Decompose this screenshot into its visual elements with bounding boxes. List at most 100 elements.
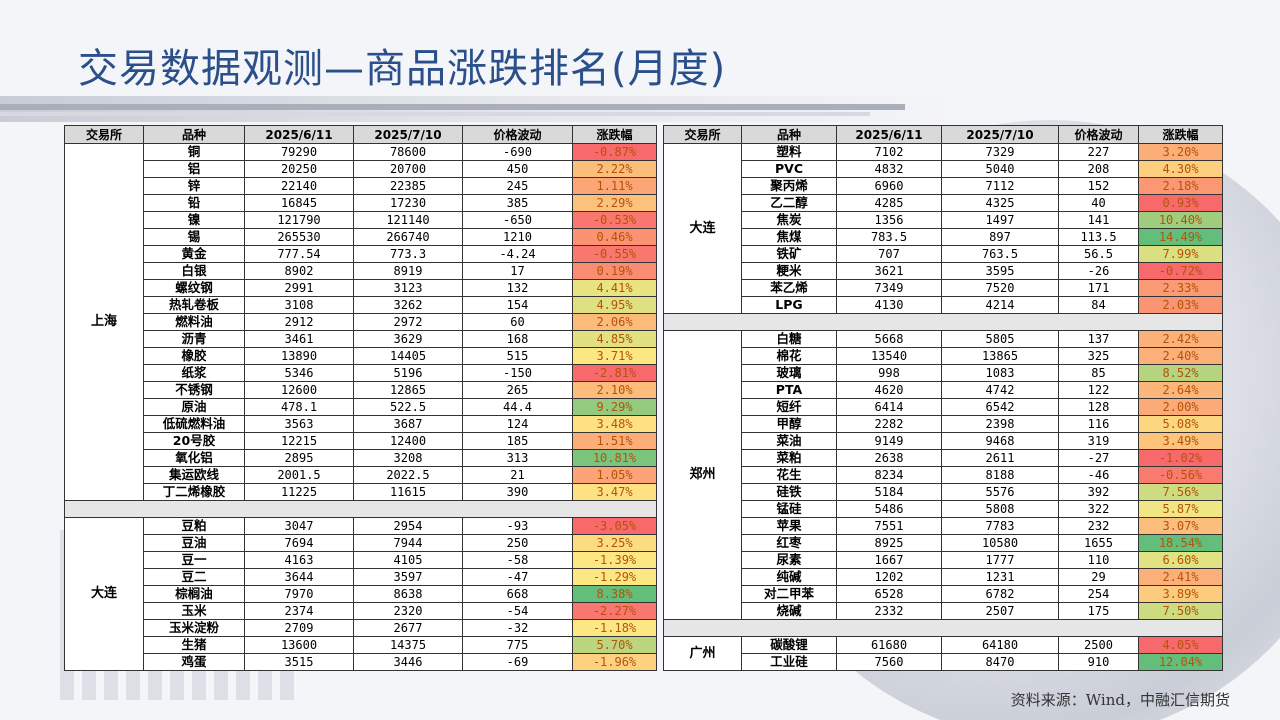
price-end-cell: 4105 (353, 551, 463, 569)
price-end-cell: 1231 (941, 568, 1059, 586)
price-change-cell: 2500 (1058, 636, 1139, 654)
price-start-cell: 22140 (244, 177, 354, 195)
commodity-cell: 丁二烯橡胶 (143, 483, 245, 501)
price-end-cell: 1497 (941, 211, 1059, 229)
separator-cell (663, 313, 1223, 331)
pct-change-cell: 0.93% (1138, 194, 1223, 212)
price-start-cell: 2991 (244, 279, 354, 297)
table-row: 烧碱 2332 2507 175 7.50% (664, 602, 1223, 620)
exchange-cell: 郑州 (663, 330, 742, 620)
table-row: PVC 4832 5040 208 4.30% (664, 160, 1223, 178)
commodity-cell: 热轧卷板 (143, 296, 245, 314)
price-start-cell: 7560 (836, 653, 942, 671)
pct-change-cell: 3.89% (1138, 585, 1223, 603)
price-change-cell: 56.5 (1058, 245, 1139, 263)
price-change-cell: 171 (1058, 279, 1139, 297)
pct-change-cell: -2.81% (572, 364, 657, 382)
pct-change-cell: 6.60% (1138, 551, 1223, 569)
price-end-cell: 121140 (353, 211, 463, 229)
price-start-cell: 5346 (244, 364, 354, 382)
price-change-cell: 265 (462, 381, 573, 399)
price-start-cell: 1667 (836, 551, 942, 569)
price-start-cell: 9149 (836, 432, 942, 450)
table-row: 纸浆 5346 5196 -150 -2.81% (65, 364, 657, 382)
price-start-cell: 4130 (836, 296, 942, 314)
price-end-cell: 13865 (941, 347, 1059, 365)
pct-change-cell: 1.51% (572, 432, 657, 450)
table-row: 锌 22140 22385 245 1.11% (65, 177, 657, 195)
commodity-cell: 棉花 (741, 347, 837, 365)
pct-change-cell: -0.87% (572, 143, 657, 161)
price-start-cell: 2374 (244, 602, 354, 620)
price-change-cell: 40 (1058, 194, 1139, 212)
price-end-cell: 20700 (353, 160, 463, 178)
price-start-cell: 13540 (836, 347, 942, 365)
pct-change-cell: 3.49% (1138, 432, 1223, 450)
table-row: 黄金 777.54 773.3 -4.24 -0.55% (65, 245, 657, 263)
left-table-body: 上海铜 79290 78600 -690 -0.87% 铝 20250 20700 450 2.2… (64, 143, 657, 671)
commodity-cell: 白糖 (741, 330, 837, 348)
price-end-cell: 3597 (353, 568, 463, 586)
pct-change-cell: -0.55% (572, 245, 657, 263)
table-row: 镍 121790 121140 -650 -0.53% (65, 211, 657, 229)
commodity-cell: 铁矿 (741, 245, 837, 263)
pct-change-cell: -1.18% (572, 619, 657, 637)
commodity-cell: 不锈钢 (143, 381, 245, 399)
price-change-cell: 110 (1058, 551, 1139, 569)
price-start-cell: 11225 (244, 483, 354, 501)
price-change-cell: 154 (462, 296, 573, 314)
table-row: 上海铜 79290 78600 -690 -0.87% (64, 143, 657, 501)
pct-change-cell: -0.53% (572, 211, 657, 229)
commodity-cell: 棕榈油 (143, 585, 245, 603)
table-row: 工业硅 7560 8470 910 12.04% (664, 653, 1223, 671)
price-end-cell: 2320 (353, 602, 463, 620)
commodity-cell: 菜粕 (741, 449, 837, 467)
column-header: 2025/6/11 (836, 125, 942, 144)
price-change-cell: -58 (462, 551, 573, 569)
commodity-cell: 甲醇 (741, 415, 837, 433)
price-start-cell: 61680 (836, 636, 942, 654)
table-row: 白银 8902 8919 17 0.19% (65, 262, 657, 280)
table-row: 硅铁 5184 5576 392 7.56% (664, 483, 1223, 501)
column-header: 2025/6/11 (244, 125, 354, 144)
price-change-cell: 910 (1058, 653, 1139, 671)
table-row: 菜粕 2638 2611 -27 -1.02% (664, 449, 1223, 467)
table-row: 红枣 8925 10580 1655 18.54% (664, 534, 1223, 552)
pct-change-cell: 3.71% (572, 347, 657, 365)
commodity-cell: 豆一 (143, 551, 245, 569)
price-end-cell: 64180 (941, 636, 1059, 654)
price-change-cell: 44.4 (462, 398, 573, 416)
price-start-cell: 7349 (836, 279, 942, 297)
table-row: 热轧卷板 3108 3262 154 4.95% (65, 296, 657, 314)
pct-change-cell: 3.07% (1138, 517, 1223, 535)
commodity-cell: 尿素 (741, 551, 837, 569)
price-change-cell: -26 (1058, 262, 1139, 280)
price-end-cell: 14375 (353, 636, 463, 654)
commodity-cell: 豆粕 (143, 517, 245, 535)
price-end-cell: 266740 (353, 228, 463, 246)
commodity-cell: PTA (741, 381, 837, 399)
price-end-cell: 1083 (941, 364, 1059, 382)
pct-change-cell: -1.96% (572, 653, 657, 671)
left-table-header: 交易所 品种 2025/6/11 2025/7/10 价格波动 涨跌幅 (64, 125, 657, 144)
commodity-cell: 黄金 (143, 245, 245, 263)
price-end-cell: 773.3 (353, 245, 463, 263)
price-start-cell: 12215 (244, 432, 354, 450)
price-end-cell: 7329 (941, 143, 1059, 161)
table-row: 锰硅 5486 5808 322 5.87% (664, 500, 1223, 518)
price-change-cell: 29 (1058, 568, 1139, 586)
exchange-cell: 上海 (64, 143, 144, 501)
pct-change-cell: 7.99% (1138, 245, 1223, 263)
commodity-cell: 玉米 (143, 602, 245, 620)
price-end-cell: 3687 (353, 415, 463, 433)
price-end-cell: 4325 (941, 194, 1059, 212)
pct-change-cell: 2.33% (1138, 279, 1223, 297)
pct-change-cell: 4.05% (1138, 636, 1223, 654)
pct-change-cell: 7.50% (1138, 602, 1223, 620)
column-header: 涨跌幅 (1138, 125, 1223, 144)
price-start-cell: 2895 (244, 449, 354, 467)
price-change-cell: 254 (1058, 585, 1139, 603)
pct-change-cell: 9.29% (572, 398, 657, 416)
price-start-cell: 5668 (836, 330, 942, 348)
table-row: 尿素 1667 1777 110 6.60% (664, 551, 1223, 569)
